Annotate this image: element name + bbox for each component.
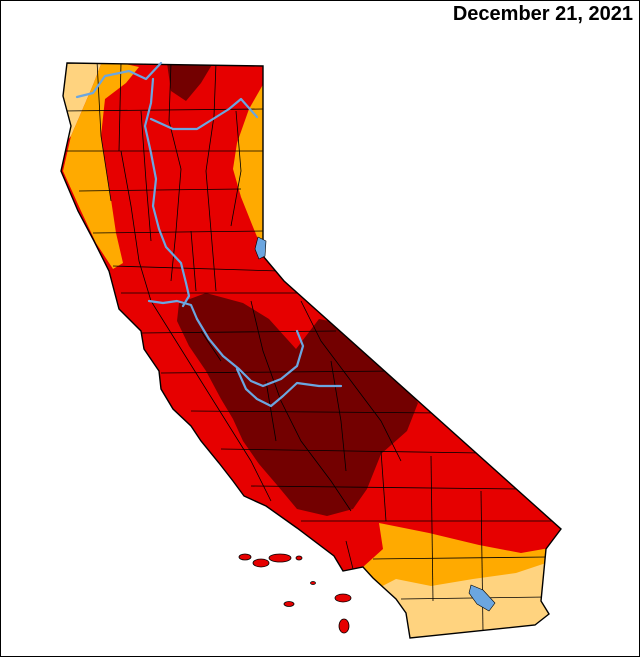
island-catalina — [334, 593, 352, 603]
county-boundaries — [61, 63, 556, 632]
kings-river-channel — [235, 367, 343, 408]
drought-zones — [61, 63, 561, 638]
date-label: December 21, 2021 — [452, 3, 633, 25]
lake-tahoe — [254, 236, 267, 260]
lakes — [254, 236, 496, 612]
salton-sea — [468, 584, 496, 612]
zone-moderate-north-coast — [63, 63, 139, 269]
zone-abnormally-dry-south — [369, 563, 553, 638]
zone-moderate-northeast — [233, 81, 271, 261]
sacramento-river — [143, 77, 191, 308]
island-san-clemente — [338, 618, 350, 634]
pit-river — [149, 97, 259, 131]
island-san-nicolas — [283, 601, 295, 607]
island-anacapa — [295, 555, 303, 561]
island-santa-cruz — [268, 553, 292, 563]
zone-extreme-north — [167, 63, 213, 101]
zone-extreme-central — [177, 293, 418, 516]
delta-channels — [147, 299, 199, 321]
island-santa-rosa — [252, 558, 270, 568]
channel-islands — [238, 553, 352, 634]
island-santa-barbara — [310, 581, 316, 585]
san-joaquin-river — [195, 317, 305, 388]
island-san-miguel — [238, 553, 252, 561]
waterways — [75, 61, 343, 408]
klamath-river — [75, 61, 163, 99]
